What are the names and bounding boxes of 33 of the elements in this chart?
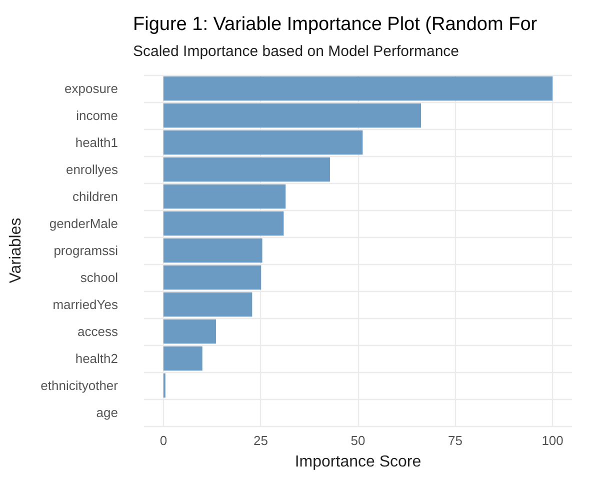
- bar: [163, 292, 252, 317]
- y-tick-label: health2: [75, 351, 118, 366]
- x-tick-label: 50: [350, 433, 366, 448]
- bar: [163, 130, 363, 155]
- chart-subtitle: Scaled Importance based on Model Performance: [133, 43, 460, 60]
- chart-title: Figure 1: Variable Importance Plot (Random For: [133, 14, 538, 35]
- y-tick-label: genderMale: [49, 216, 118, 231]
- bar: [163, 238, 262, 263]
- y-axis-title: Variables: [8, 218, 24, 284]
- y-tick-label: income: [76, 108, 118, 123]
- x-tick-label: 75: [448, 433, 463, 448]
- bar: [163, 184, 286, 209]
- x-tick-label: 25: [253, 433, 268, 448]
- y-tick-label: exposure: [64, 81, 118, 96]
- x-tick-label: 0: [160, 433, 168, 448]
- bar: [163, 265, 262, 290]
- y-tick-label: access: [78, 324, 118, 339]
- bar: [163, 76, 553, 101]
- y-tick-label: children: [72, 189, 118, 204]
- y-tick-label: school: [80, 270, 118, 285]
- y-tick-label: health1: [75, 135, 118, 150]
- y-tick-label: age: [96, 405, 118, 420]
- y-tick-label: programssi: [54, 243, 118, 258]
- y-tick-label: enrollyes: [66, 162, 118, 177]
- x-tick-label: 100: [542, 433, 564, 448]
- y-tick-label: ethnicityother: [40, 378, 119, 393]
- bar: [163, 103, 422, 128]
- bar: [163, 211, 284, 236]
- bar: [163, 319, 216, 344]
- x-axis-title: Importance Score: [294, 454, 422, 470]
- bar: [163, 157, 330, 182]
- y-tick-label: marriedYes: [52, 297, 118, 312]
- bar: [163, 346, 202, 371]
